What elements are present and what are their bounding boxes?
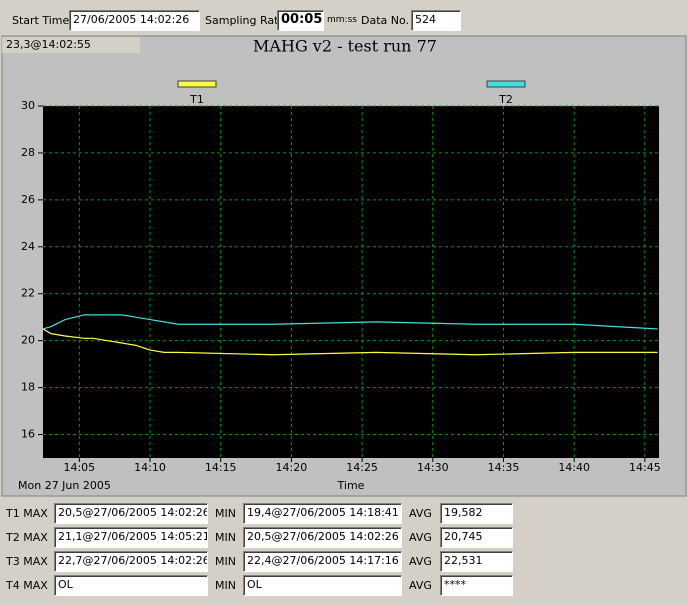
- y-tick-label: 16: [21, 428, 35, 441]
- chart-title: MAHG v2 - test run 77: [253, 37, 437, 56]
- avg-field[interactable]: 22,531: [440, 551, 513, 572]
- y-tick-label: 18: [21, 381, 35, 394]
- row-label: T2 MAX: [6, 531, 48, 544]
- series-line: [42, 314, 658, 330]
- cursor-readout: 23,3@14:02:55: [6, 38, 91, 51]
- x-tick-label: 14:45: [629, 461, 661, 474]
- x-tick-label: 14:30: [417, 461, 449, 474]
- min-field[interactable]: 19,4@27/06/2005 14:18:41: [243, 503, 402, 524]
- max-field[interactable]: OL: [54, 575, 208, 596]
- min-label: MIN: [215, 579, 236, 592]
- chart: 23,3@14:02:55 MAHG v2 - test run 77 Time…: [1, 35, 687, 497]
- x-tick-label: 14:05: [63, 461, 95, 474]
- sampling-unit: mm:ss: [327, 15, 357, 25]
- y-tick-label: 28: [21, 146, 35, 159]
- start-time-field[interactable]: 27/06/2005 14:02:26: [69, 10, 200, 31]
- x-tick-label: 14:10: [134, 461, 166, 474]
- min-field[interactable]: OL: [243, 575, 402, 596]
- avg-label: AVG: [409, 579, 432, 592]
- max-field[interactable]: 20,5@27/06/2005 14:02:26: [54, 503, 208, 524]
- min-field[interactable]: 20,5@27/06/2005 14:02:26: [243, 527, 402, 548]
- x-axis-label: Time: [337, 479, 365, 492]
- y-tick-label: 20: [21, 334, 35, 347]
- legend-swatch: [486, 80, 526, 88]
- legend-label: T2: [498, 93, 513, 106]
- avg-label: AVG: [409, 555, 432, 568]
- x-tick-label: 14:20: [276, 461, 308, 474]
- date-label: Mon 27 Jun 2005: [18, 479, 111, 492]
- data-no-field[interactable]: 524: [411, 10, 461, 31]
- x-tick-label: 14:15: [205, 461, 237, 474]
- avg-label: AVG: [409, 531, 432, 544]
- max-field[interactable]: 21,1@27/06/2005 14:05:21: [54, 527, 208, 548]
- avg-field[interactable]: 19,582: [440, 503, 513, 524]
- y-tick-label: 22: [21, 287, 35, 300]
- min-label: MIN: [215, 555, 236, 568]
- series-line: [42, 328, 658, 356]
- avg-label: AVG: [409, 507, 432, 520]
- y-tick-label: 24: [21, 240, 35, 253]
- min-label: MIN: [215, 531, 236, 544]
- start-time-label: Start Time: [12, 14, 70, 27]
- row-label: T3 MAX: [6, 555, 48, 568]
- sampling-rate-label: Sampling Rate: [205, 14, 286, 27]
- readout-box: [2, 37, 140, 53]
- max-field[interactable]: 22,7@27/06/2005 14:02:26: [54, 551, 208, 572]
- y-tick-label: 26: [21, 193, 35, 206]
- min-label: MIN: [215, 507, 236, 520]
- x-tick-label: 14:35: [488, 461, 520, 474]
- data-no-label: Data No.: [361, 14, 410, 27]
- y-tick-label: 30: [21, 99, 35, 112]
- x-tick-label: 14:25: [346, 461, 378, 474]
- x-tick-label: 14:40: [558, 461, 590, 474]
- sampling-rate-field[interactable]: 00:05: [277, 10, 324, 31]
- row-label: T4 MAX: [6, 579, 48, 592]
- plot-area: [43, 106, 659, 458]
- avg-field[interactable]: 20,745: [440, 527, 513, 548]
- min-field[interactable]: 22,4@27/06/2005 14:17:16: [243, 551, 402, 572]
- legend-label: T1: [189, 93, 204, 106]
- row-label: T1 MAX: [6, 507, 48, 520]
- avg-field[interactable]: ****: [440, 575, 513, 596]
- legend-swatch: [177, 80, 217, 88]
